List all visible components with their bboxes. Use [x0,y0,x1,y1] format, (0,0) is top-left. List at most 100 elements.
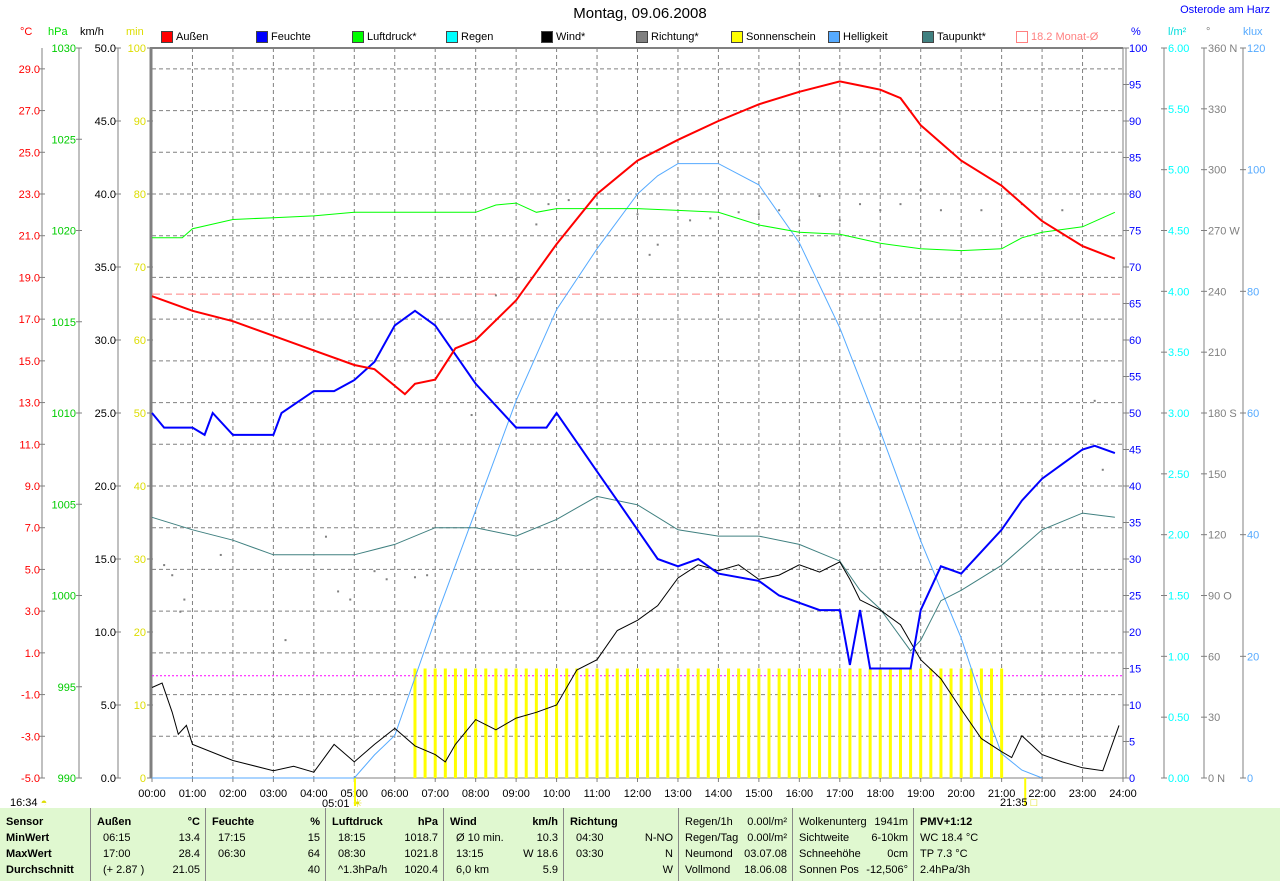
sunshine-bar [767,668,771,778]
cell-label: Neumond [685,848,733,860]
x-tick-label: 15:00 [745,788,773,800]
axis-tick-label-wind: 45.0 [95,116,116,128]
cell-value: W 18.6 [523,848,558,860]
direction-point [596,203,599,206]
series-line-wind [151,561,1120,773]
unit-humidity: % [1131,26,1141,38]
sunshine-bar [544,668,548,778]
sunshine-bar [595,668,599,778]
axis-tick-label-light: 120 [1247,43,1265,55]
legend-swatch [352,31,364,43]
table-row: 06:30 64 [212,846,320,862]
legend-label: Regen [461,31,494,43]
cell-value: 1018.7 [404,832,438,844]
legend-item-4: Wind* [541,31,585,43]
direction-point [1061,209,1064,212]
legend-swatch [922,31,934,43]
axis-tick-label-temp: 29.0 [19,64,40,76]
axis-tick-label-rain: 0.00 [1168,773,1189,785]
sunshine-bar [696,668,700,778]
axis-tick-label-light: 60 [1247,408,1259,420]
axis-tick-label-direction: 120 [1208,530,1226,542]
legend-swatch [636,31,648,43]
col-feuchte: Feuchte% 17:15 15 06:30 64 40 [205,808,326,881]
cell-value: 6-10km [871,832,908,844]
axis-tick-label-rain: 5.50 [1168,104,1189,116]
cell-value: 18.06.08 [744,864,787,876]
cell-time: 13:15 [456,848,484,860]
x-tick-label: 04:00 [300,788,328,800]
direction-point [939,209,942,212]
direction-point [171,574,174,577]
direction-point [778,209,781,212]
legend-item-5: Richtung* [636,31,699,43]
axis-tick-label-wind: 5.0 [101,700,116,712]
direction-point [859,203,862,206]
cell-time: 03:30 [576,848,604,860]
col-aussen: Außen °C 06:15 13.4 17:00 28.4 (+ 2.87 ) 21.05 [90,808,206,881]
cell-label: Sichtweite [799,832,850,844]
sunshine-bar [807,668,811,778]
axis-tick-label-temp: 11.0 [19,439,40,451]
direction-point [798,219,801,222]
axis-tick-label-humidity: 5 [1129,737,1135,749]
unit-temp: °C [20,26,33,38]
sunshine-bar [990,668,994,778]
direction-point [838,219,841,222]
direction-point [818,195,821,198]
axis-tick-label-sun: 100 [128,43,146,55]
direction-point [284,639,287,642]
series-line-luftdruck [152,202,1116,252]
cell-label: Schneehöhe [799,848,861,860]
axis-tick-label-humidity: 35 [1129,518,1141,530]
cell-value: 64 [307,848,320,860]
row-label: MaxWert [6,848,52,860]
x-tick-label: 24:00 [1109,788,1137,800]
axis-tick-label-pressure: 1030 [52,43,76,55]
series-line-auen [151,80,1116,396]
axis-tick-label-humidity: 10 [1129,700,1141,712]
col-header: Luftdruck hPa [332,814,438,830]
direction-point [899,203,902,206]
chart-title: Montag, 09.06.2008 [573,5,707,22]
cell-value: 15 [307,832,320,844]
col-unit: % [310,816,320,828]
cell-value: 03.07.08 [744,848,787,860]
col-header: Wind km/h [450,814,558,830]
axis-tick-label-light: 40 [1247,530,1259,542]
axis-tick-label-light: 20 [1247,651,1259,663]
axis-tick-label-temp: -3.0 [21,731,40,743]
cell-time: 17:00 [103,848,131,860]
axis-tick-label-temp: 7.0 [25,523,40,535]
pmv-line: 2.4hPa/3h [920,864,971,876]
col-pmv: PMV+1:12 WC 18.4 °C TP 7.3 °C 2.4hPa/3h [913,808,1280,881]
sunshine-bar [898,668,902,778]
col-head: Außen [97,816,132,828]
direction-point [547,203,550,206]
axis-tick-label-wind: 35.0 [95,262,116,274]
station-name: Osterode am Harz [1180,4,1270,16]
sunshine-bar [716,668,720,778]
axis-tick-label-pressure: 995 [58,682,76,694]
sunshine-bar [646,668,650,778]
legend-swatch [828,31,840,43]
sunshine-bar [706,668,710,778]
table-row: Vollmond 18.06.08 [685,862,787,878]
table-row: 18:15 1018.7 [332,830,438,846]
sunrise-label: 05:01 [322,798,350,810]
x-tick-label: 01:00 [179,788,207,800]
cell-time: ^1.3hPa/h [338,864,388,876]
axis-tick-label-direction: 210 [1208,347,1226,359]
x-tick-label: 07:00 [421,788,449,800]
direction-point [1101,468,1104,471]
axis-tick-label-pressure: 990 [58,773,76,785]
axis-tick-label-humidity: 60 [1129,335,1141,347]
sunshine-bar [939,668,943,778]
row-label: MinWert [6,832,50,844]
direction-point [757,213,760,216]
axis-tick-label-sun: 40 [134,481,146,493]
direction-point [919,188,922,191]
axis-tick-label-rain: 4.50 [1168,226,1189,238]
weather-chart: 29.0 27.0 25.0 23.0 21.0 19.0 17.0 15.0 13.0 11.0… [19,43,1265,806]
legend-swatch [541,31,553,43]
